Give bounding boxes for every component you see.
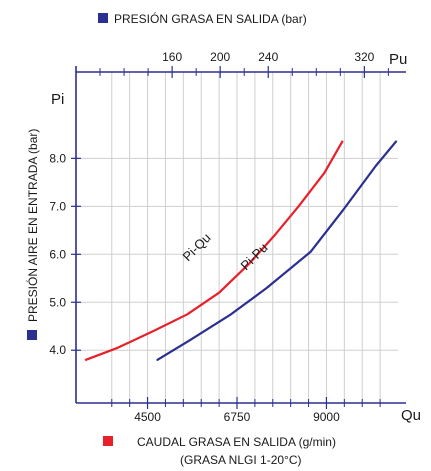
- x-axis-label: Qu: [401, 407, 421, 424]
- x-tick-label: 4500: [134, 410, 161, 424]
- ticks: 4500 6750 9000 160 200 240 320 4.0 5.0 6.0 7.0 8.0: [49, 50, 389, 424]
- left-legend-swatch: [27, 330, 37, 340]
- x2-tick-label: 240: [258, 50, 278, 64]
- y-tick-label: 6.0: [49, 247, 66, 261]
- x2-axis-label: Pu: [389, 51, 407, 68]
- grid: [76, 72, 398, 403]
- x2-tick-label: 200: [210, 50, 230, 64]
- top-legend-label: PRESIÓN GRASA EN SALIDA (bar): [114, 11, 307, 26]
- series-line-pi-qu: [84, 140, 344, 361]
- x-tick-label: 9000: [313, 410, 340, 424]
- x2-tick-label: 320: [354, 50, 374, 64]
- series-label-pi-qu: Pi-Qu: [180, 230, 214, 264]
- x-tick-label: 6750: [224, 410, 251, 424]
- y-tick-label: 7.0: [49, 199, 66, 213]
- y-tick-label: 5.0: [49, 295, 66, 309]
- axes: [75, 66, 406, 404]
- y-axis-label: Pi: [51, 91, 64, 108]
- series-line-pi-pu: [156, 140, 398, 361]
- y-tick-label: 4.0: [49, 343, 66, 357]
- bottom-legend-swatch: [103, 436, 113, 446]
- left-legend-label: PRESIÓN AIRE EN ENTRADA (bar): [25, 129, 40, 322]
- bottom-legend-sublabel: (GRASA NLGI 1-20°C): [180, 453, 302, 467]
- series-layer: [84, 140, 398, 361]
- top-legend-swatch: [98, 13, 108, 23]
- x2-tick-label: 160: [162, 50, 182, 64]
- bottom-legend-label: CAUDAL GRASA EN SALIDA (g/min): [137, 435, 336, 449]
- y-tick-label: 8.0: [49, 151, 66, 165]
